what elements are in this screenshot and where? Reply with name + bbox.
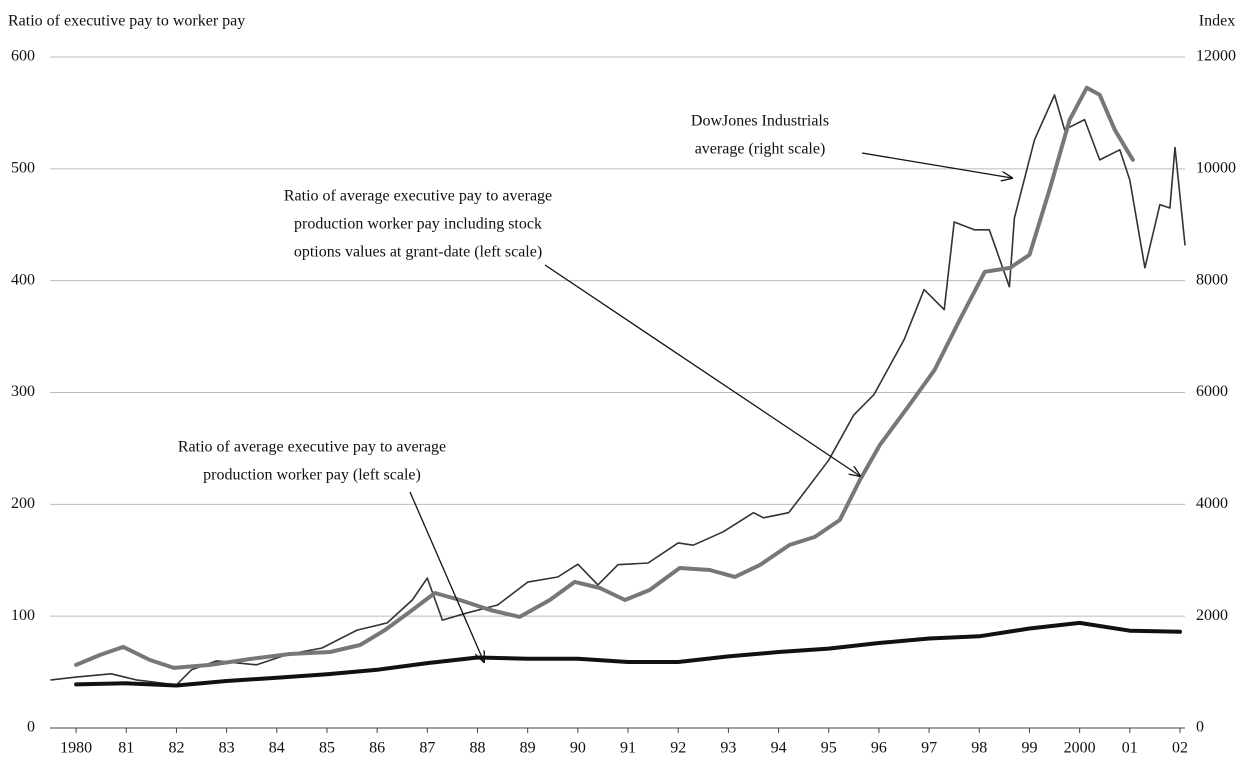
x-tick-label: 89 (520, 740, 536, 757)
y-tick-label: 600 (11, 48, 35, 65)
x-tick-label: 02 (1172, 740, 1188, 757)
y-tick-label: 300 (11, 383, 35, 400)
x-tick-label: 83 (219, 740, 235, 757)
annotation: production worker pay including stock (294, 216, 542, 233)
y2-tick-label: 4000 (1196, 495, 1228, 512)
x-tick-label: 84 (269, 740, 285, 757)
y2-tick-label: 2000 (1196, 607, 1228, 624)
y-tick-label: 100 (11, 607, 35, 624)
x-tick-label: 2000 (1064, 740, 1096, 757)
x-tick-label: 93 (720, 740, 736, 757)
y-axis-title: Ratio of executive pay to worker pay (8, 13, 245, 30)
x-tick-label: 96 (871, 740, 887, 757)
annotation: Ratio of average executive pay to averag… (284, 188, 552, 205)
x-tick-label: 81 (118, 740, 134, 757)
x-tick-label: 87 (419, 740, 435, 757)
arrow (861, 152, 1012, 178)
x-tick-label: 99 (1021, 740, 1037, 757)
annotation: DowJones Industrials (691, 113, 829, 130)
y2-tick-label: 6000 (1196, 383, 1228, 400)
x-tick-label: 90 (570, 740, 586, 757)
x-tick-label: 88 (470, 740, 486, 757)
series-line (74, 620, 1182, 688)
x-tick-label: 97 (921, 740, 937, 757)
x-tick-label: 85 (319, 740, 335, 757)
lines (50, 85, 1186, 688)
y-tick-label: 500 (11, 160, 35, 177)
arrow (544, 264, 860, 476)
annotation: production worker pay (left scale) (203, 467, 421, 484)
y-tick-label: 400 (11, 271, 35, 288)
x-tick-label: 1980 (60, 740, 92, 757)
annotation: Ratio of average executive pay to averag… (178, 439, 446, 456)
x-tick-label: 94 (771, 740, 787, 757)
y2-tick-label: 0 (1196, 719, 1204, 736)
series-line (74, 85, 1135, 670)
x-tick-label: 91 (620, 740, 636, 757)
y2-tick-label: 10000 (1196, 160, 1236, 177)
y2-axis-title: Index (1199, 13, 1235, 30)
y-tick-label: 200 (11, 495, 35, 512)
annotation: options values at grant-date (left scale… (294, 244, 542, 261)
y-tick-label: 0 (27, 719, 35, 736)
x-tick-label: 82 (168, 740, 184, 757)
arrow (409, 491, 484, 662)
x-tick-label: 98 (971, 740, 987, 757)
x-tick-label: 86 (369, 740, 385, 757)
y2-tick-label: 12000 (1196, 48, 1236, 65)
series-line (50, 94, 1186, 686)
x-tick-label: 92 (670, 740, 686, 757)
x-tick-label: 95 (821, 740, 837, 757)
y2-tick-label: 8000 (1196, 271, 1228, 288)
x-tick-label: 01 (1122, 740, 1138, 757)
grid (50, 56, 1185, 733)
annotation: average (right scale) (695, 141, 826, 158)
